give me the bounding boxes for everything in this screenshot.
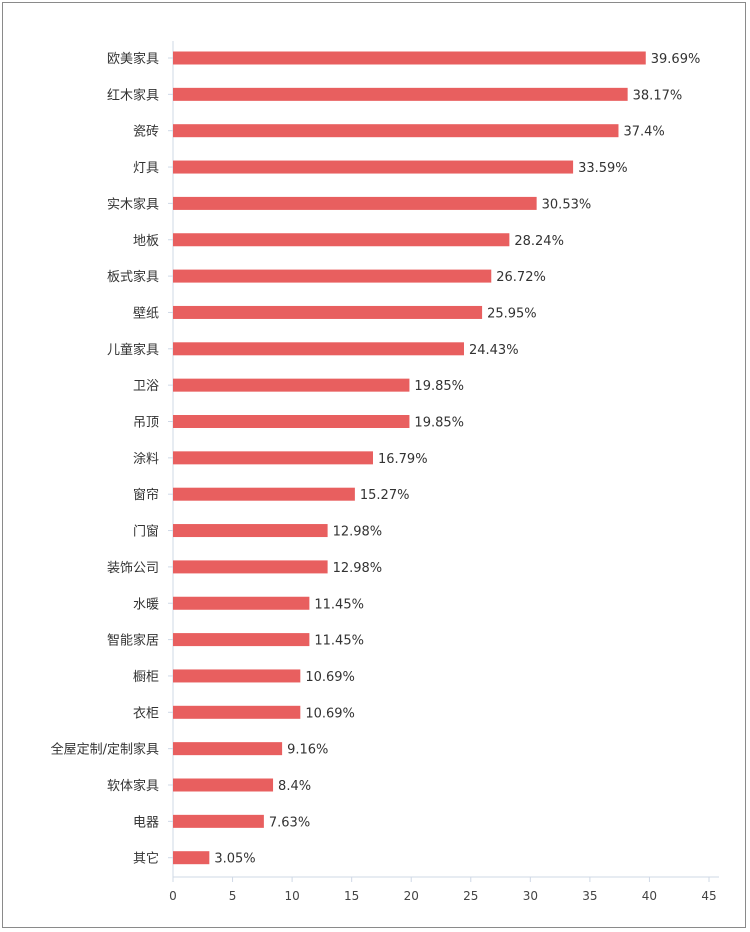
data-label: 24.43%	[469, 343, 519, 358]
bar	[173, 269, 492, 283]
category-label: 门窗	[133, 524, 159, 540]
data-label: 30.53%	[542, 197, 592, 212]
data-label: 28.24%	[514, 234, 564, 249]
category-label: 装饰公司	[107, 561, 159, 576]
category-label: 全屋定制/定制家具	[51, 742, 159, 758]
bar	[173, 415, 410, 428]
bar	[173, 742, 283, 756]
x-tick-label: 5	[229, 889, 237, 903]
data-label: 38.17%	[633, 88, 683, 103]
data-label: 26.72%	[496, 270, 546, 285]
data-label: 10.69%	[305, 706, 355, 721]
x-tick-label: 25	[463, 889, 478, 903]
category-label: 橱柜	[133, 670, 159, 685]
bar	[173, 778, 274, 792]
category-label: 涂料	[133, 451, 159, 467]
data-label: 9.16%	[287, 743, 328, 758]
x-tick-label: 0	[169, 889, 177, 903]
data-label: 11.45%	[314, 634, 364, 649]
bar	[173, 305, 483, 319]
data-label: 12.98%	[333, 561, 383, 576]
bar	[173, 51, 646, 65]
category-label: 欧美家具	[107, 51, 159, 67]
category-label: 卫浴	[133, 379, 159, 394]
data-label: 25.95%	[487, 306, 537, 321]
data-label: 19.85%	[414, 379, 464, 394]
bar	[173, 87, 628, 101]
data-label: 11.45%	[314, 597, 364, 612]
category-label: 水暖	[133, 597, 159, 612]
bar	[173, 669, 301, 683]
category-label: 板式家具	[107, 269, 159, 285]
category-label: 红木家具	[107, 87, 159, 103]
bar	[173, 378, 410, 392]
category-label: 衣柜	[133, 705, 159, 721]
data-label: 15.27%	[360, 488, 410, 503]
category-label: 其它	[133, 851, 159, 867]
x-tick-label: 45	[701, 889, 716, 903]
category-label: 瓷砖	[133, 125, 159, 140]
bar	[173, 596, 310, 610]
category-label: 智能家居	[107, 633, 159, 649]
data-label: 19.85%	[414, 416, 464, 431]
bar	[173, 451, 373, 465]
x-tick-label: 10	[284, 889, 299, 903]
bar	[173, 705, 301, 719]
bar	[173, 524, 328, 538]
category-label: 吊顶	[133, 416, 159, 431]
data-label: 10.69%	[305, 670, 355, 685]
x-tick-label: 35	[582, 889, 597, 903]
x-tick-label: 15	[344, 889, 359, 903]
bar-chart: 0 5 10 15 20 25 30 35 40 45 欧美家具 39.69% 红木家具 38.17% 瓷砖…	[51, 41, 719, 903]
category-label: 电器	[133, 815, 159, 830]
bar	[173, 814, 264, 828]
data-label: 37.4%	[623, 125, 664, 140]
category-label: 灯具	[133, 161, 159, 176]
x-tick-label: 20	[404, 889, 419, 903]
bar	[173, 160, 574, 174]
bar	[173, 851, 210, 865]
x-tick-label: 30	[523, 889, 538, 903]
data-label: 8.4%	[278, 779, 311, 794]
data-label: 12.98%	[333, 525, 383, 540]
category-label: 儿童家具	[107, 342, 159, 358]
bar	[173, 487, 355, 501]
data-label: 39.69%	[651, 52, 701, 67]
bar	[173, 233, 510, 247]
bar	[173, 342, 464, 356]
x-tick-label: 40	[642, 889, 657, 903]
data-label: 16.79%	[378, 452, 428, 467]
data-label: 33.59%	[578, 161, 628, 176]
category-label: 壁纸	[133, 306, 159, 321]
data-label: 3.05%	[214, 852, 255, 867]
category-label: 地板	[133, 234, 159, 249]
category-label: 实木家具	[107, 196, 159, 212]
bar	[173, 124, 619, 138]
bar	[173, 633, 310, 647]
bar	[173, 196, 537, 210]
data-label: 7.63%	[269, 815, 310, 830]
category-label: 窗帘	[133, 487, 159, 503]
bar	[173, 560, 328, 574]
category-label: 软体家具	[107, 778, 159, 794]
